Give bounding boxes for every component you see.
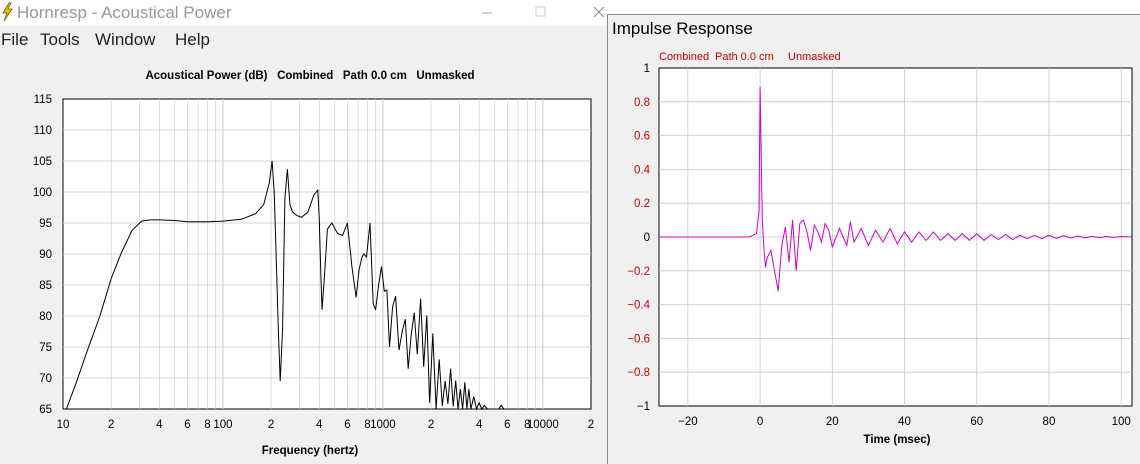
y-tick-label: 85: [39, 280, 52, 292]
x-tick-label: 2: [428, 419, 434, 431]
subtitle-combined: Combined: [659, 51, 709, 63]
impulse-response-chart: Combined Path 0.0 cm Unmasked 1 0.8 0.6 0.4…: [627, 51, 1133, 446]
y-tick-label: 0.4: [634, 164, 651, 176]
x-tick-label: 4: [316, 419, 323, 431]
acoustical-power-window: Hornresp - Acoustical Power File Tools W…: [0, 0, 608, 457]
lightning-icon: [2, 2, 13, 22]
x-tick-label: 4: [476, 419, 483, 431]
x-tick-label: 1000: [370, 419, 396, 431]
menu-tools[interactable]: Tools: [40, 30, 80, 49]
y-tick-label: 80: [39, 311, 52, 323]
x-tick-label: 6: [504, 419, 510, 431]
x-tick-label: 4: [156, 419, 163, 431]
y-tick-label: 70: [39, 373, 52, 385]
x-tick-label: 2: [268, 419, 274, 431]
x-tick-label: 8: [524, 419, 530, 431]
y-tick-label: 0.8: [634, 97, 650, 109]
x-tick-label: 10: [57, 419, 70, 431]
y-tick-label: −1: [637, 401, 650, 413]
background-window: [608, 0, 1140, 14]
close-icon[interactable]: [589, 2, 609, 22]
x-tick-label: 8: [364, 419, 370, 431]
x-tick-label: 0: [757, 416, 763, 428]
x-tick-label: 2: [588, 419, 594, 431]
y-tick-label: 90: [39, 249, 52, 261]
grid-lines: [63, 99, 591, 409]
impulse-response-window: Impulse Response Combined Path 0.0 cm Un…: [607, 14, 1140, 464]
power-trace: [65, 160, 508, 411]
y-tick-label: −0.8: [627, 367, 650, 379]
impulse-trace: [659, 86, 1133, 292]
subtitle-mask: Unmasked: [788, 51, 841, 63]
minimize-icon[interactable]: [477, 2, 497, 22]
maximize-icon[interactable]: [531, 2, 551, 22]
menu-bar: File Tools Window Help: [0, 28, 608, 52]
y-tick-label: −0.6: [627, 333, 650, 345]
y-tick-label: 100: [33, 187, 52, 199]
y-axis-ticks: 115 110 105 100 95 90 85 80 75 70 65: [33, 94, 52, 416]
acoustical-power-chart: Acoustical Power (dB) Combined Path 0.0 …: [33, 70, 595, 457]
y-tick-label: 115: [34, 94, 52, 106]
x-axis-ticks: −20 0 20 40 60 80 100: [678, 416, 1131, 428]
x-tick-label: 20: [826, 416, 839, 428]
menu-window[interactable]: Window: [95, 30, 156, 49]
y-tick-label: −0.2: [627, 266, 650, 278]
x-tick-label: 2: [108, 419, 114, 431]
x-axis-label: Frequency (hertz): [262, 445, 359, 457]
menu-file[interactable]: File: [1, 30, 29, 49]
y-axis-ticks: 1 0.8 0.6 0.4 0.2 0 −0.2 −0.4 −0.6 −0.8 −1: [627, 63, 650, 413]
x-tick-label: 40: [898, 416, 911, 428]
x-tick-label: 6: [184, 419, 190, 431]
x-tick-label: −20: [678, 416, 698, 428]
y-tick-label: 1: [644, 63, 650, 75]
x-tick-label: 100: [1112, 416, 1131, 428]
y-tick-label: 0.2: [634, 198, 650, 210]
y-tick-label: 0: [644, 232, 650, 244]
y-tick-label: 0.6: [634, 131, 650, 143]
subtitle-path: Path 0.0 cm: [715, 51, 774, 63]
y-tick-label: 95: [39, 218, 52, 230]
x-axis-label: Time (msec): [864, 434, 931, 446]
y-tick-label: 110: [34, 125, 52, 137]
window-title: Impulse Response: [612, 19, 753, 38]
y-tick-label: −0.4: [627, 300, 650, 312]
y-tick-label: 65: [39, 404, 52, 416]
x-tick-label: 60: [970, 416, 983, 428]
x-tick-label: 100: [213, 419, 232, 431]
x-tick-label: 80: [1043, 416, 1056, 428]
x-tick-label: 6: [344, 419, 350, 431]
x-tick-label: 8: [204, 419, 210, 431]
y-tick-label: 105: [33, 156, 52, 168]
window-title: Hornresp - Acoustical Power: [17, 3, 232, 22]
chart-title: Acoustical Power (dB) Combined Path 0.0 …: [145, 70, 474, 82]
menu-help[interactable]: Help: [175, 30, 210, 49]
y-tick-label: 75: [39, 342, 52, 354]
title-bar[interactable]: Hornresp - Acoustical Power: [0, 0, 608, 26]
x-tick-label: 10000: [527, 419, 559, 431]
